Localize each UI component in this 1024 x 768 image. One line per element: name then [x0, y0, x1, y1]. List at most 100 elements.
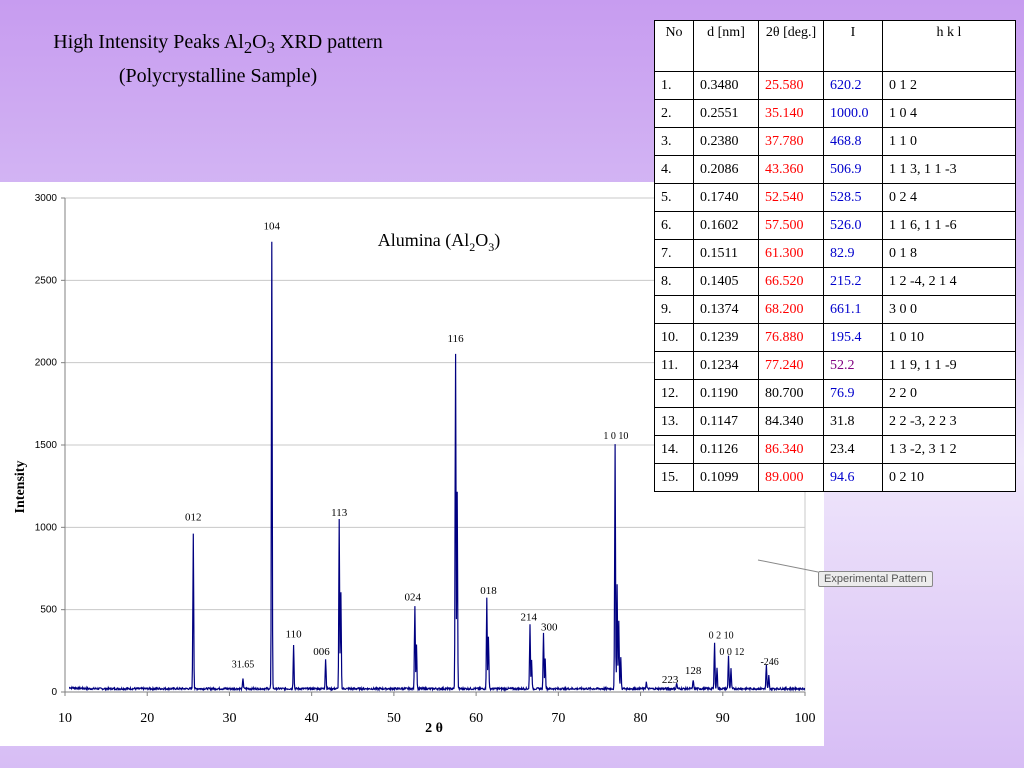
cell-no: 1.	[654, 71, 694, 100]
peak-label: 214	[520, 611, 537, 623]
cell-hkl: 1 0 10	[882, 323, 1016, 352]
cell-intensity: 620.2	[823, 71, 883, 100]
x-tick-label: 90	[716, 711, 730, 726]
cell-hkl: 2 2 0	[882, 379, 1016, 408]
cell-intensity: 528.5	[823, 183, 883, 212]
table-row: 7. 0.1511 61.300 82.9 0 1 8	[654, 239, 1016, 268]
cell-two-theta: 80.700	[758, 379, 824, 408]
y-tick-label: 1500	[35, 440, 58, 451]
slide-title: High Intensity Peaks Al2O3 XRD pattern (…	[0, 28, 436, 90]
peak-table: No d [nm] 2θ [deg.] I h k l 1. 0.3480 25.5…	[654, 20, 1016, 492]
cell-hkl: 1 3 -2, 3 1 2	[882, 435, 1016, 464]
cell-d: 0.3480	[693, 71, 759, 100]
cell-intensity: 52.2	[823, 351, 883, 380]
cell-no: 10.	[654, 323, 694, 352]
x-tick-label: 70	[551, 711, 565, 726]
peak-label: 0 0 12	[719, 647, 744, 658]
x-tick-label: 30	[222, 711, 236, 726]
cell-hkl: 2 2 -3, 2 2 3	[882, 407, 1016, 436]
peak-label: 024	[405, 592, 422, 604]
cell-hkl: 0 1 2	[882, 71, 1016, 100]
callout-leader-line	[757, 559, 819, 573]
cell-hkl: 1 1 9, 1 1 -9	[882, 351, 1016, 380]
table-row: 9. 0.1374 68.200 661.1 3 0 0	[654, 295, 1016, 324]
cell-two-theta: 68.200	[758, 295, 824, 324]
table-row: 10. 0.1239 76.880 195.4 1 0 10	[654, 323, 1016, 352]
table-row: 3. 0.2380 37.780 468.8 1 1 0	[654, 127, 1016, 156]
table-row: 2. 0.2551 35.140 1000.0 1 0 4	[654, 99, 1016, 128]
peak-label: 116	[448, 333, 465, 345]
cell-d: 0.1147	[693, 407, 759, 436]
y-tick-label: 1000	[35, 522, 58, 533]
y-tick-label: 0	[51, 687, 57, 698]
table-row: 11. 0.1234 77.240 52.2 1 1 9, 1 1 -9	[654, 351, 1016, 380]
cell-two-theta: 89.000	[758, 463, 824, 492]
cell-no: 4.	[654, 155, 694, 184]
table-row: 4. 0.2086 43.360 506.9 1 1 3, 1 1 -3	[654, 155, 1016, 184]
cell-intensity: 506.9	[823, 155, 883, 184]
title-sub-2: 2	[243, 38, 253, 57]
xrd-pattern-line	[68, 241, 806, 693]
y-tick-label: 2500	[35, 275, 58, 286]
table-body: 1. 0.3480 25.580 620.2 0 1 2 2. 0.2551 35.140 10…	[654, 71, 1016, 492]
cell-hkl: 0 2 4	[882, 183, 1016, 212]
experimental-pattern-callout: Experimental Pattern	[818, 571, 933, 587]
cell-no: 5.	[654, 183, 694, 212]
peak-annotations: 012 31.65 104 110 006 113 024 116 018 214 300 1 0 1…	[185, 220, 779, 686]
cell-no: 15.	[654, 463, 694, 492]
peak-label: 128	[685, 665, 702, 677]
cell-d: 0.1190	[693, 379, 759, 408]
cell-d: 0.2551	[693, 99, 759, 128]
table-row: 8. 0.1405 66.520 215.2 1 2 -4, 2 1 4	[654, 267, 1016, 296]
cell-intensity: 526.0	[823, 211, 883, 240]
x-tick-label: 40	[305, 711, 319, 726]
cell-two-theta: 77.240	[758, 351, 824, 380]
cell-intensity: 31.8	[823, 407, 883, 436]
peak-label: 113	[331, 507, 348, 519]
cell-two-theta: 35.140	[758, 99, 824, 128]
cell-hkl: 3 0 0	[882, 295, 1016, 324]
cell-no: 9.	[654, 295, 694, 324]
cell-no: 12.	[654, 379, 694, 408]
title-oxygen: O	[252, 31, 267, 53]
cell-intensity: 661.1	[823, 295, 883, 324]
header-d: d [nm]	[693, 20, 759, 72]
cell-d: 0.1099	[693, 463, 759, 492]
cell-no: 13.	[654, 407, 694, 436]
cell-no: 2.	[654, 99, 694, 128]
x-tick-label: 80	[634, 711, 648, 726]
cell-intensity: 82.9	[823, 239, 883, 268]
cell-hkl: 0 1 8	[882, 239, 1016, 268]
cell-hkl: 1 0 4	[882, 99, 1016, 128]
cell-d: 0.1374	[693, 295, 759, 324]
peak-label: 300	[541, 621, 558, 633]
cell-two-theta: 43.360	[758, 155, 824, 184]
x-tick-label: 60	[469, 711, 483, 726]
cell-intensity: 215.2	[823, 267, 883, 296]
y-tick-label: 2000	[35, 358, 58, 369]
peak-label: 012	[185, 512, 202, 524]
table-row: 6. 0.1602 57.500 526.0 1 1 6, 1 1 -6	[654, 211, 1016, 240]
cell-intensity: 23.4	[823, 435, 883, 464]
table-header-row: No d [nm] 2θ [deg.] I h k l	[654, 20, 1016, 72]
table-row: 15. 0.1099 89.000 94.6 0 2 10	[654, 463, 1016, 492]
peak-label: 1 0 10	[603, 431, 628, 442]
xrd-chart: 0 500 1000 1500 2000 2500 3000 10 20 30 40 50 60 70 80…	[13, 193, 819, 736]
cell-two-theta: 25.580	[758, 71, 824, 100]
cell-no: 11.	[654, 351, 694, 380]
cell-d: 0.2086	[693, 155, 759, 184]
peak-label: 006	[313, 646, 330, 658]
cell-d: 0.1239	[693, 323, 759, 352]
cell-d: 0.1405	[693, 267, 759, 296]
cell-d: 0.2380	[693, 127, 759, 156]
peak-label: -246	[760, 657, 778, 668]
cell-d: 0.1602	[693, 211, 759, 240]
peak-label: 0 2 10	[709, 630, 734, 641]
cell-two-theta: 84.340	[758, 407, 824, 436]
cell-two-theta: 86.340	[758, 435, 824, 464]
table-row: 1. 0.3480 25.580 620.2 0 1 2	[654, 71, 1016, 100]
peak-label: 110	[286, 629, 303, 641]
table-row: 13. 0.1147 84.340 31.8 2 2 -3, 2 2 3	[654, 407, 1016, 436]
x-tick-label: 10	[58, 711, 72, 726]
cell-intensity: 468.8	[823, 127, 883, 156]
